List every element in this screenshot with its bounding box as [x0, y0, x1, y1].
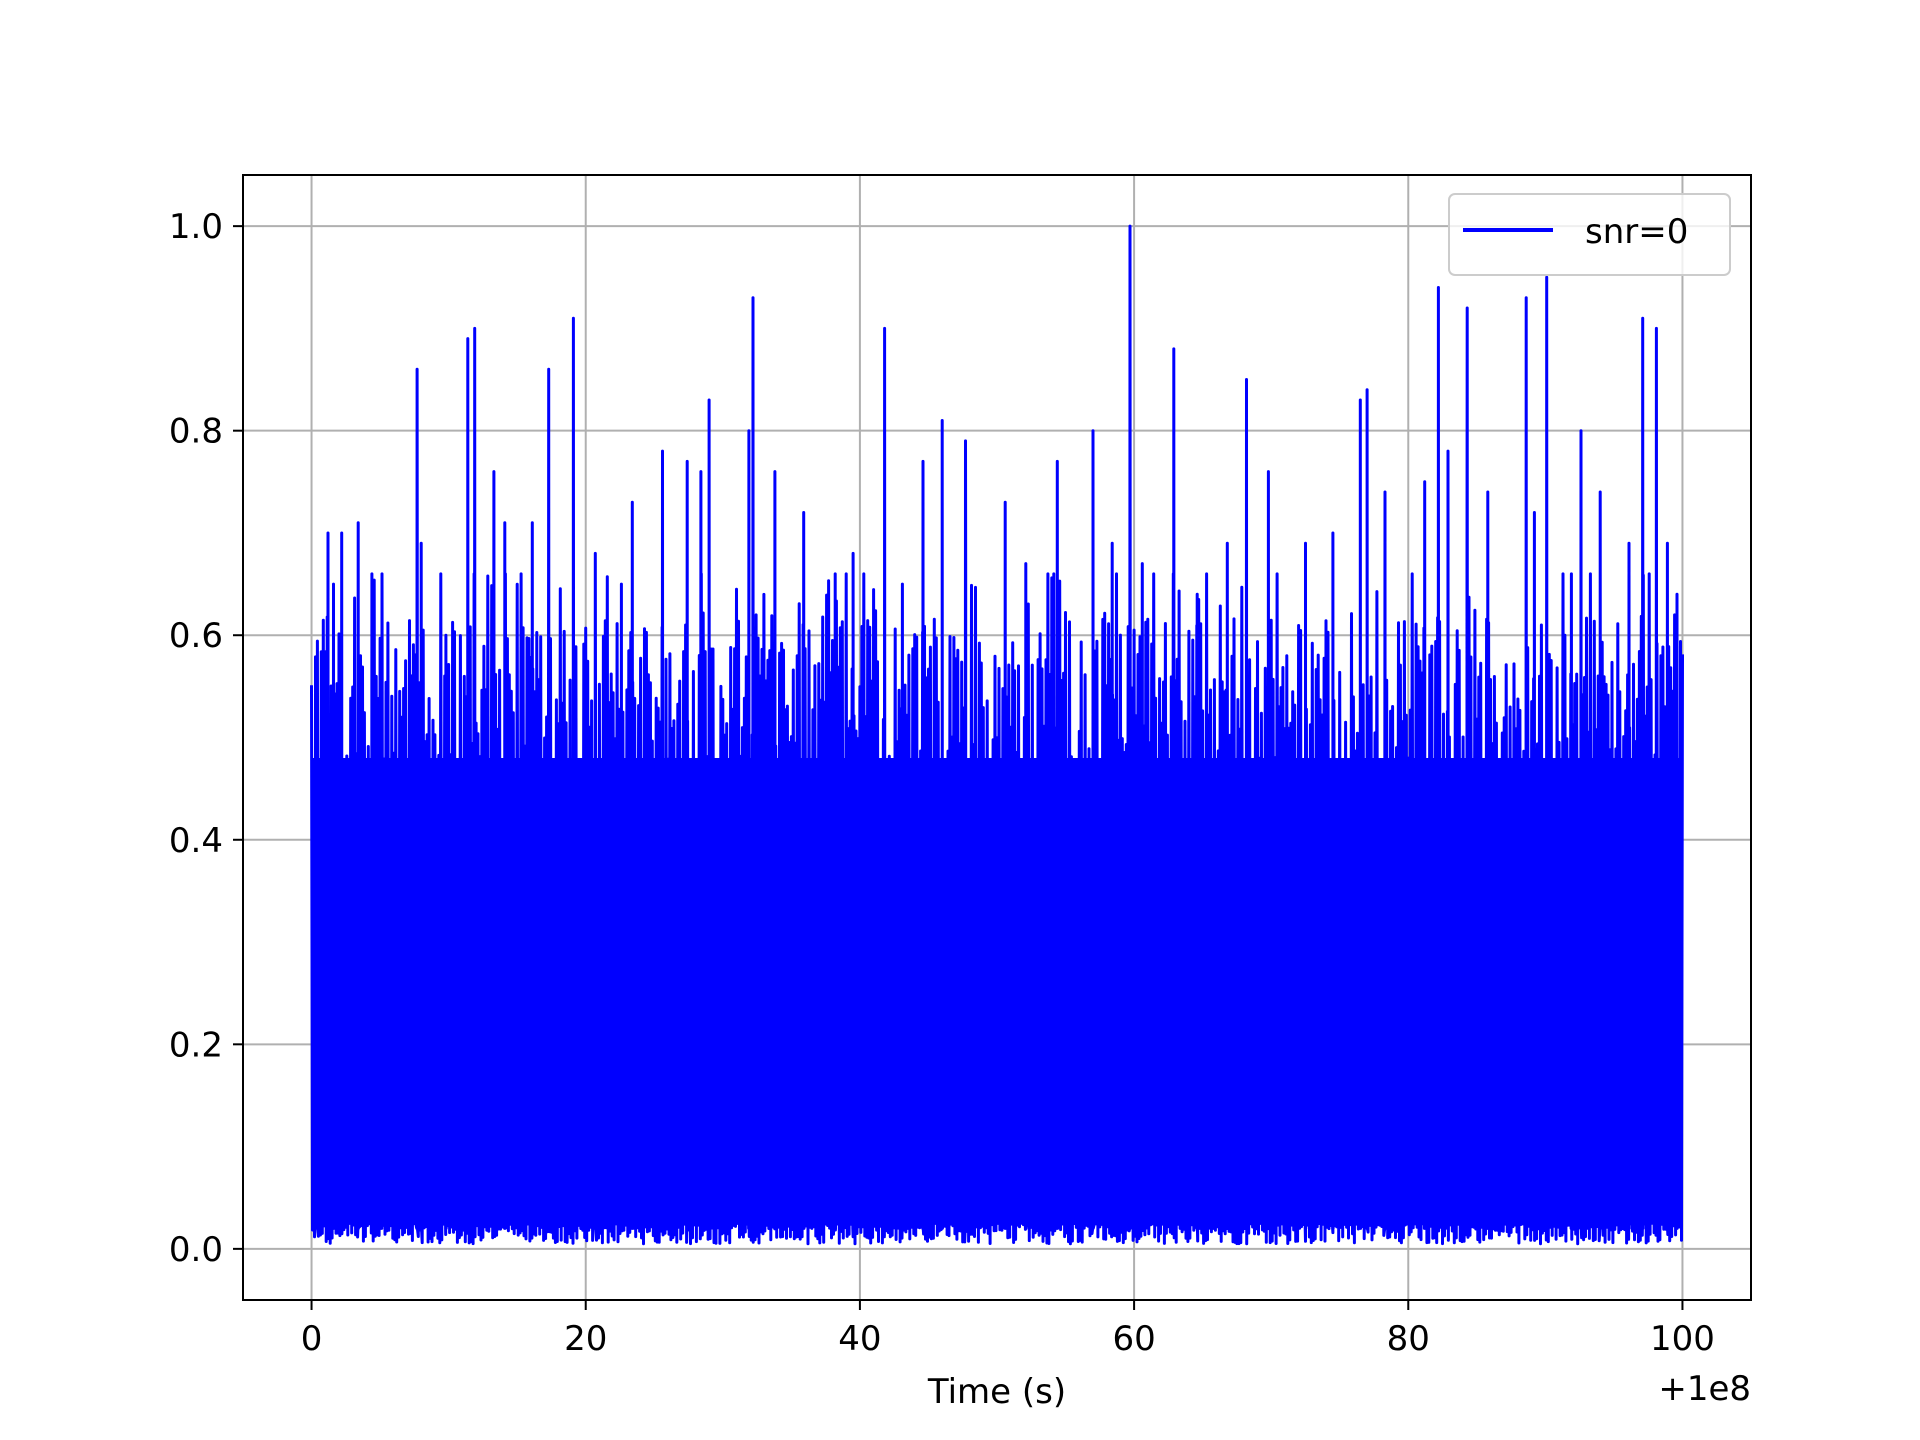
- y-tick-label: 0.2: [169, 1025, 223, 1065]
- series-snr-0: [310, 224, 1684, 1246]
- y-axis: 0.0 0.2 0.4 0.6 0.8 1.0: [169, 207, 243, 1270]
- y-tick-label: 0.8: [169, 412, 223, 452]
- x-tick-label: 80: [1387, 1319, 1430, 1359]
- y-tick-label: 1.0: [169, 207, 223, 247]
- plot-frame: [242, 174, 1752, 1301]
- legend: snr=0: [1448, 193, 1731, 276]
- x-axis-offset-label: +1e8: [1658, 1369, 1751, 1409]
- x-tick-label: 60: [1112, 1319, 1155, 1359]
- x-tick-label: 100: [1650, 1319, 1715, 1359]
- legend-box: [1448, 193, 1731, 276]
- x-axis-label: Time (s): [927, 1372, 1066, 1412]
- x-tick-label: 20: [564, 1319, 607, 1359]
- x-tick-label: 40: [838, 1319, 881, 1359]
- series-line: [310, 224, 1684, 1246]
- y-tick-label: 0.6: [169, 616, 223, 656]
- x-tick-label: 0: [301, 1319, 323, 1359]
- y-tick-label: 0.0: [169, 1230, 223, 1270]
- y-tick-label: 0.4: [169, 821, 223, 861]
- x-axis: 0 20 40 60 80 100: [301, 1300, 1715, 1359]
- legend-label: snr=0: [1585, 212, 1688, 252]
